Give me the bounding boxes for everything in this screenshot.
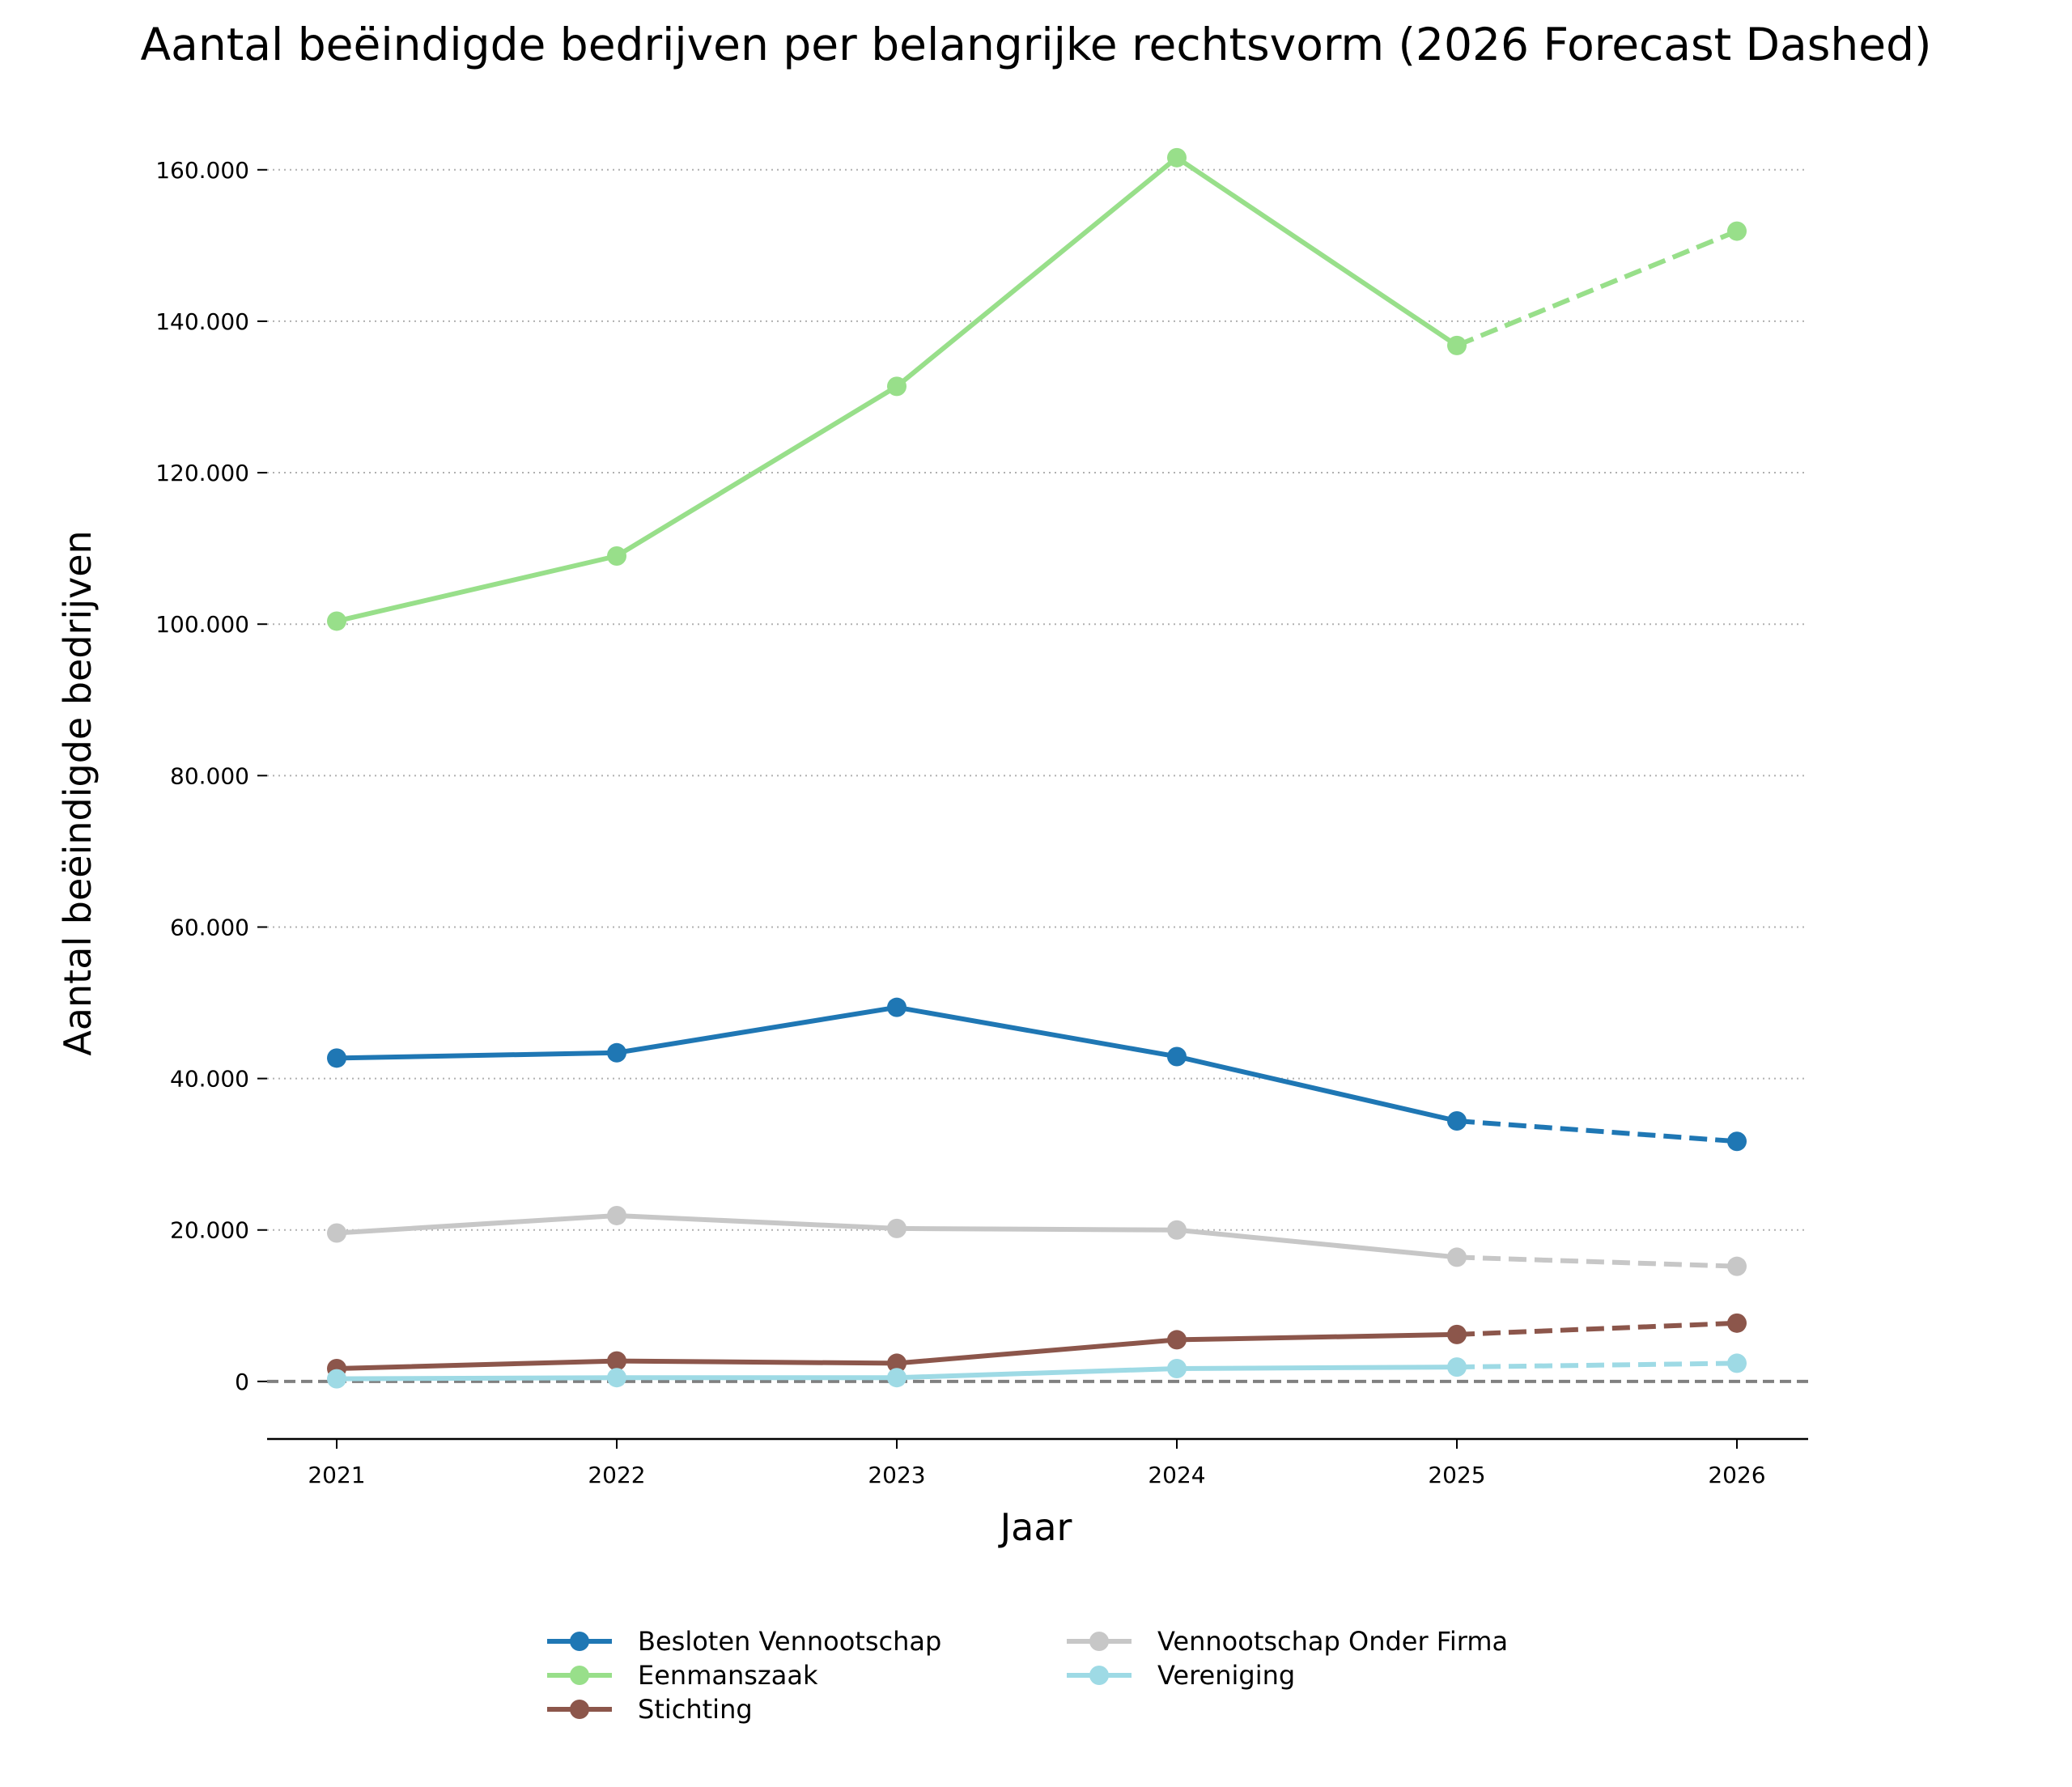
forecast-line xyxy=(1456,1254,1738,1269)
forecast-line xyxy=(1456,1320,1738,1337)
legend-item: Vennootschap Onder Firma xyxy=(1067,1626,1508,1657)
data-point xyxy=(607,1205,626,1225)
chart-title: Aantal beëindigde bedrijven per belangri… xyxy=(141,19,1932,70)
data-point xyxy=(1447,335,1467,355)
series-eenmanszaak xyxy=(327,147,1747,631)
data-point xyxy=(887,1353,906,1373)
x-tick-label: 2025 xyxy=(1428,1462,1485,1488)
series-vereniging xyxy=(327,1353,1747,1389)
data-point xyxy=(1727,1131,1747,1152)
data-point xyxy=(887,1368,906,1388)
data-point xyxy=(1167,1046,1187,1067)
legend-marker xyxy=(1089,1666,1109,1685)
data-point xyxy=(1167,1220,1187,1240)
data-point xyxy=(1447,1324,1467,1344)
data-point xyxy=(1447,1357,1467,1377)
y-tick-label: 100.000 xyxy=(155,611,249,638)
legend-marker xyxy=(570,1632,589,1651)
data-point xyxy=(607,1042,626,1063)
y-tick-label: 140.000 xyxy=(155,308,249,335)
data-point xyxy=(607,1368,626,1388)
data-point xyxy=(1727,1353,1747,1373)
legend: Besloten VennootschapEenmanszaakStichtin… xyxy=(547,1626,1508,1725)
data-point xyxy=(1167,147,1187,168)
data-point xyxy=(327,1223,346,1243)
x-axis: 2021 2022 2023 2024 2025 2026 xyxy=(308,1439,1766,1488)
data-point xyxy=(887,1218,906,1238)
data-point xyxy=(887,997,906,1017)
series-stichting xyxy=(327,1313,1747,1378)
series-line xyxy=(336,1004,1458,1123)
data-point xyxy=(887,376,906,397)
data-point xyxy=(1727,1313,1747,1333)
legend-marker xyxy=(1089,1632,1109,1651)
legend-item: Vereniging xyxy=(1067,1660,1295,1691)
legend-marker xyxy=(570,1666,589,1685)
legend-marker xyxy=(570,1700,589,1719)
data-point xyxy=(327,1048,346,1068)
y-tick-label: 40.000 xyxy=(170,1066,249,1093)
legend-item: Besloten Vennootschap xyxy=(547,1626,941,1657)
legend-item: Stichting xyxy=(547,1694,753,1725)
x-axis-label: Jaar xyxy=(998,1505,1072,1549)
x-tick-label: 2021 xyxy=(308,1462,365,1488)
y-axis-label: Aantal beëindigde bedrijven xyxy=(56,530,100,1055)
forecast-line xyxy=(1456,1360,1738,1370)
series-besloten-vennootschap xyxy=(327,997,1747,1152)
data-point xyxy=(327,611,346,631)
legend-label: Vennootschap Onder Firma xyxy=(1157,1626,1508,1657)
y-axis: 0 20.000 40.000 60.000 80.000 100.000 120.000 1… xyxy=(155,157,267,1395)
data-point xyxy=(1447,1111,1467,1131)
data-point xyxy=(607,1351,626,1371)
series-group xyxy=(267,147,1808,1389)
grid-lines xyxy=(267,168,1808,1231)
data-point xyxy=(327,1369,346,1389)
data-point xyxy=(1727,1256,1747,1276)
y-tick-label: 0 xyxy=(235,1369,249,1395)
forecast-line xyxy=(1455,228,1739,348)
y-tick-label: 60.000 xyxy=(170,914,249,940)
legend-label: Stichting xyxy=(638,1694,753,1725)
legend-label: Eenmanszaak xyxy=(638,1660,818,1691)
x-tick-label: 2022 xyxy=(588,1462,645,1488)
x-tick-label: 2026 xyxy=(1708,1462,1765,1488)
forecast-line xyxy=(1456,1118,1738,1144)
data-point xyxy=(1167,1330,1187,1350)
data-point xyxy=(1727,221,1747,241)
series-vennootschap-onder-firma xyxy=(327,1205,1747,1276)
y-tick-label: 160.000 xyxy=(155,157,249,184)
legend-label: Besloten Vennootschap xyxy=(638,1626,941,1657)
data-point xyxy=(1167,1358,1187,1378)
x-tick-label: 2023 xyxy=(868,1462,925,1488)
legend-label: Vereniging xyxy=(1157,1660,1295,1691)
data-point xyxy=(1447,1247,1467,1267)
y-tick-label: 80.000 xyxy=(170,762,249,789)
y-tick-label: 120.000 xyxy=(155,460,249,486)
x-tick-label: 2024 xyxy=(1148,1462,1205,1488)
legend-item: Eenmanszaak xyxy=(547,1660,818,1691)
data-point xyxy=(607,545,626,566)
y-tick-label: 20.000 xyxy=(170,1217,249,1244)
